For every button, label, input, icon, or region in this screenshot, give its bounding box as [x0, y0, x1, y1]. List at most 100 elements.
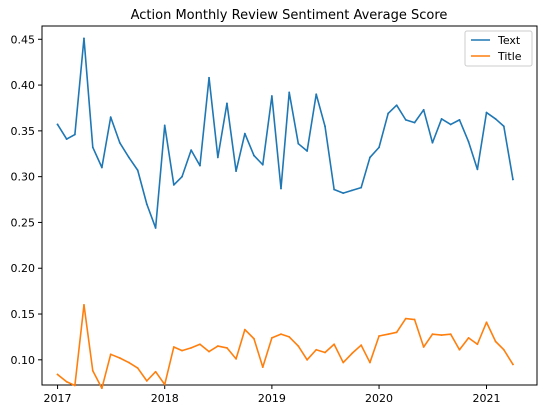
data-point [476, 343, 479, 346]
data-point [216, 345, 219, 347]
series-line-title [56, 304, 515, 390]
y-tick-label: 0.25 [11, 216, 36, 229]
series-points-title [56, 303, 514, 390]
data-point [145, 203, 148, 206]
data-point [431, 141, 434, 144]
data-point [172, 346, 175, 348]
data-point [280, 333, 282, 336]
plot-area-frame [41, 25, 538, 386]
y-tick-label: 0.30 [11, 171, 36, 184]
series-line-text [56, 37, 514, 229]
data-point [270, 95, 273, 97]
data-point [100, 166, 103, 169]
data-point [136, 169, 139, 172]
data-point [118, 357, 121, 359]
data-point [226, 102, 228, 105]
x-tick-label: 2019 [258, 392, 286, 405]
x-tick-label: 2017 [44, 392, 72, 405]
data-point [270, 336, 273, 339]
data-point [145, 379, 148, 382]
data-point [333, 343, 336, 346]
data-point [404, 317, 407, 320]
data-point [216, 156, 219, 159]
data-point [109, 353, 112, 356]
data-point [431, 333, 434, 336]
y-axis: 0.10 0.15 0.20 0.25 0.30 0.35 0.40 0.45 [11, 33, 42, 367]
data-point [91, 369, 94, 372]
data-point [208, 350, 210, 353]
data-point [56, 123, 59, 126]
data-point [83, 303, 85, 306]
data-point [73, 384, 76, 387]
legend: Text Title [464, 30, 533, 67]
data-point [324, 125, 326, 128]
data-point [73, 133, 76, 136]
data-point [476, 168, 479, 171]
x-tick-label: 2020 [365, 392, 393, 405]
data-point [395, 104, 398, 107]
data-point [449, 123, 452, 126]
data-point [199, 164, 201, 167]
data-point [369, 156, 371, 159]
data-point [235, 358, 237, 360]
data-point [288, 91, 291, 94]
data-point [485, 111, 488, 114]
data-point [360, 186, 363, 189]
data-point [342, 361, 345, 364]
data-point [235, 170, 237, 173]
data-point [422, 108, 425, 111]
y-tick-label: 0.20 [11, 262, 36, 275]
data-point [199, 343, 201, 346]
data-point [127, 361, 130, 364]
data-point [502, 125, 505, 128]
data-point [449, 333, 452, 336]
data-point [458, 118, 461, 121]
data-point [65, 380, 68, 383]
data-point [136, 367, 139, 369]
data-point [512, 363, 514, 366]
data-point [172, 183, 175, 186]
y-tick-label: 0.45 [11, 33, 36, 46]
data-point [109, 116, 112, 119]
data-point [297, 142, 300, 145]
data-point [315, 93, 318, 96]
data-point [378, 335, 380, 337]
data-point [253, 154, 255, 157]
data-point [261, 366, 264, 369]
data-point [360, 344, 363, 347]
data-point [342, 192, 345, 195]
data-point [208, 76, 210, 79]
data-point [226, 347, 228, 349]
y-tick-label: 0.40 [11, 79, 36, 92]
data-point [181, 175, 183, 178]
data-point [243, 328, 246, 331]
data-point [404, 118, 407, 121]
data-point [333, 188, 336, 191]
data-point [387, 112, 390, 115]
data-point [243, 132, 246, 135]
data-point [351, 189, 353, 192]
data-point [91, 146, 94, 149]
data-point [494, 340, 497, 343]
data-point [163, 124, 166, 127]
data-point [163, 383, 166, 386]
data-point [387, 333, 390, 336]
data-point [253, 337, 255, 340]
data-point [351, 352, 353, 355]
data-point [467, 140, 470, 143]
data-point [378, 146, 380, 149]
series-points-text [56, 37, 514, 229]
legend-label: Text [497, 34, 521, 47]
data-point [315, 348, 318, 351]
chart-title: Action Monthly Review Sentiment Average … [131, 8, 448, 23]
data-point [83, 37, 85, 40]
data-point [494, 118, 497, 120]
data-point [297, 345, 300, 347]
data-point [154, 227, 157, 229]
x-tick-label: 2021 [473, 392, 501, 405]
series-layer [56, 37, 515, 390]
data-point [306, 150, 309, 152]
data-point [261, 163, 264, 166]
data-point [288, 336, 291, 338]
